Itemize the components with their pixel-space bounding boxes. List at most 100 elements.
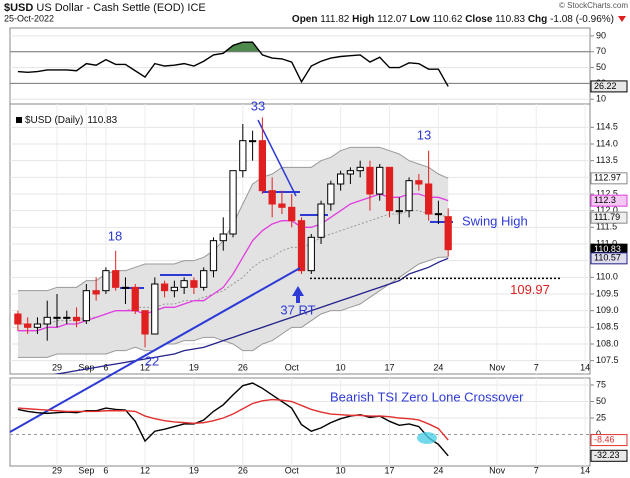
x-tick-label: 10 — [336, 362, 346, 372]
value-tag-label: 110.83 — [594, 244, 621, 254]
value-tag — [590, 172, 628, 185]
value-tag-label: 112.97 — [594, 173, 621, 183]
candle-body — [82, 290, 90, 322]
x-tick-label: 10 — [336, 465, 346, 475]
value-tag-label: 110.57 — [594, 253, 621, 263]
candle-body — [288, 206, 296, 222]
candle-body — [395, 210, 403, 213]
y-tick-label: 111.5 — [596, 222, 617, 232]
y-tick-label: 113.5 — [596, 155, 618, 165]
value-tag — [590, 194, 628, 207]
x-tick-label: 26 — [238, 465, 248, 475]
copyright: © StockCharts.com — [559, 1, 628, 10]
y-tick-label: 75 — [596, 379, 606, 389]
instrument-name: US Dollar - Cash Settle (EOD) ICE — [36, 2, 205, 14]
candle-body — [151, 283, 159, 335]
candle-body — [336, 173, 345, 185]
candle-body — [248, 140, 257, 143]
x-tick-label: Sep — [78, 465, 94, 475]
x-tick-label: Oct — [285, 465, 300, 475]
legend-swatch — [16, 117, 22, 123]
candle-body — [268, 190, 276, 205]
candle-body — [307, 236, 315, 272]
candle-body — [219, 233, 227, 242]
x-tick-label: 29 — [52, 362, 62, 372]
candle-body — [131, 286, 139, 312]
annotation: Swing High — [462, 213, 528, 228]
y-tick-label: 90 — [596, 30, 606, 40]
value-tag — [590, 211, 628, 224]
candle-body — [72, 316, 81, 322]
legend-label: $USD (Daily) — [25, 115, 83, 126]
candle-body — [190, 280, 198, 288]
value-tag-label: 112.3 — [594, 195, 616, 205]
x-tick-label: 7 — [534, 465, 539, 475]
value-tag-label: 111.79 — [594, 212, 620, 222]
candle-body — [229, 170, 237, 235]
y-tick-label: 50 — [596, 62, 606, 72]
x-tick-label: 19 — [189, 465, 199, 475]
x-tick-label: 29 — [52, 465, 62, 475]
quote-value: -1.08 — [550, 14, 573, 25]
arrow — [292, 286, 304, 296]
trendline — [257, 119, 297, 197]
x-tick-label: Nov — [489, 465, 506, 475]
panel-frame — [9, 27, 591, 105]
candle-body — [425, 183, 433, 215]
x-tick-label: 24 — [433, 465, 443, 475]
y-tick-label: 111.0 — [596, 238, 617, 248]
value-tag — [590, 434, 628, 447]
x-tick-label: Sep — [78, 362, 94, 372]
y-tick-label: 10 — [596, 94, 606, 104]
y-tick-label: 0 — [596, 429, 601, 439]
annotation: 18 — [108, 228, 122, 243]
value-tag-label: 26.22 — [594, 81, 617, 91]
level-label: 109.97 — [510, 282, 550, 297]
candle-body — [346, 170, 355, 175]
quote-label: Open — [292, 14, 318, 25]
x-tick-label: 6 — [103, 465, 108, 475]
candle-body — [258, 140, 267, 192]
band-fill — [17, 147, 449, 358]
candle-body — [112, 270, 120, 288]
x-tick-label: 24 — [433, 362, 443, 372]
quote-value: 110.83 — [495, 14, 525, 25]
candle-body — [14, 313, 22, 325]
x-tick-label: 6 — [103, 362, 108, 372]
x-tick-label: 12 — [140, 362, 150, 372]
moving-average — [53, 257, 449, 374]
value-tag-label: -32.23 — [594, 450, 620, 460]
x-tick-label: 17 — [385, 465, 395, 475]
value-tag — [590, 449, 628, 462]
y-tick-label: 107.5 — [596, 355, 619, 365]
annotation: 13 — [417, 127, 431, 142]
candle-body — [141, 310, 149, 335]
y-tick-label: 108.5 — [596, 322, 619, 332]
legend-value: 110.83 — [87, 115, 117, 126]
quote-label: High — [352, 14, 374, 25]
annotation: Bearish TSI Zero Lone Crossover — [330, 389, 524, 404]
x-tick-label: Oct — [285, 362, 300, 372]
x-tick-label: 14 — [580, 362, 590, 372]
down-triangle — [618, 16, 626, 22]
value-tag-label: -8.46 — [594, 434, 615, 444]
candle-body — [415, 180, 423, 185]
y-tick-label: 112.0 — [596, 205, 618, 215]
candle-body — [376, 166, 384, 195]
trendline — [9, 267, 301, 433]
candle-body — [121, 286, 130, 289]
candle-body — [53, 316, 61, 319]
candle-body — [434, 213, 443, 216]
candle-body — [327, 183, 335, 205]
candle-body — [160, 283, 169, 292]
candle-body — [239, 140, 247, 172]
quote-value: 112.07 — [377, 14, 407, 25]
header-title: $USD US Dollar - Cash Settle (EOD) ICE — [4, 2, 206, 14]
quote-value: 111.82 — [320, 14, 350, 25]
candle-body — [43, 316, 51, 325]
x-tick-label: 12 — [140, 465, 150, 475]
candle-body — [317, 203, 325, 238]
plot-area — [10, 41, 590, 87]
y-tick-label: 25 — [596, 412, 606, 422]
y-tick-label: 109.0 — [596, 305, 619, 315]
